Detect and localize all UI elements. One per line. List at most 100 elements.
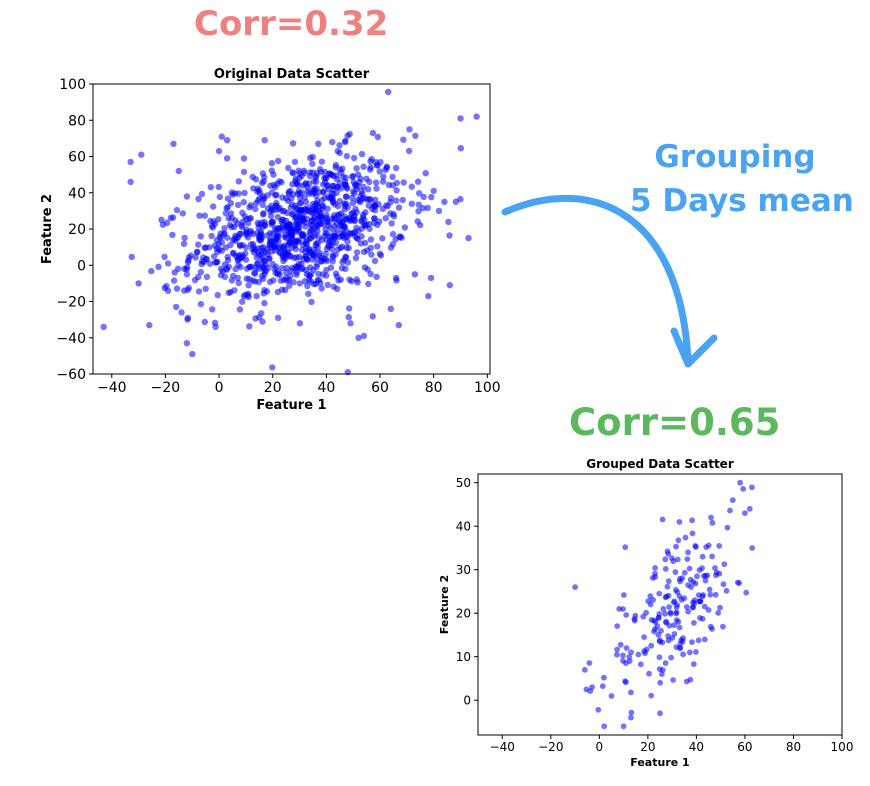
- scatter-point: [318, 158, 326, 165]
- scatter-point: [341, 138, 349, 146]
- scatter-point: [342, 181, 349, 188]
- scatter-point: [617, 641, 624, 648]
- chart-title: Grouped Data Scatter: [586, 457, 734, 471]
- scatter-point: [296, 174, 303, 182]
- scatter-point: [252, 205, 259, 213]
- scatter-point: [646, 670, 652, 677]
- scatter-point: [315, 270, 322, 277]
- scatter-point: [314, 277, 321, 284]
- scatter-point: [694, 573, 700, 580]
- scatter-point: [374, 133, 381, 141]
- y-tick-label: 60: [68, 150, 86, 166]
- scatter-point: [178, 309, 185, 316]
- scatter-point: [197, 268, 204, 276]
- scatter-point: [351, 229, 359, 236]
- y-tick-label: 80: [68, 113, 86, 129]
- scatter-point: [260, 195, 267, 202]
- scatter-point: [628, 709, 635, 716]
- scatter-point: [621, 592, 627, 598]
- y-tick-label: 30: [456, 563, 471, 577]
- scatter-point: [389, 230, 397, 238]
- scatter-point: [288, 267, 295, 274]
- y-tick-label: 100: [59, 77, 86, 93]
- scatter-point: [419, 204, 427, 212]
- scatter-point: [330, 172, 337, 180]
- scatter-point: [737, 479, 743, 486]
- scatter-point: [749, 545, 756, 551]
- scatter-point: [665, 633, 671, 639]
- scatter-point: [283, 221, 291, 228]
- scatter-point: [353, 165, 360, 172]
- grouping-line-2: 5 Days mean: [630, 183, 854, 219]
- scatter-point: [332, 239, 340, 247]
- scatter-point: [237, 255, 244, 262]
- scatter-point: [100, 323, 107, 331]
- scatter-point: [666, 604, 672, 610]
- x-tick-label: −20: [538, 740, 563, 754]
- scatter-point: [336, 197, 343, 205]
- scatter-point: [631, 616, 638, 622]
- scatter-point: [287, 204, 294, 211]
- scatter-point: [332, 161, 340, 169]
- scatter-point: [670, 558, 677, 565]
- scatter-points: [100, 88, 480, 376]
- scatter-point: [184, 258, 192, 266]
- y-tick-label: −20: [56, 295, 86, 311]
- scatter-point: [671, 631, 678, 637]
- scatter-point: [387, 305, 394, 312]
- scatter-point: [691, 620, 697, 626]
- scatter-point: [318, 285, 325, 292]
- scatter-point: [405, 147, 413, 155]
- grouping-line-1: Grouping: [654, 139, 816, 175]
- x-tick-label: 40: [689, 740, 704, 754]
- scatter-point: [222, 210, 229, 217]
- scatter-point: [253, 292, 260, 300]
- scatter-point: [663, 619, 669, 626]
- scatter-point: [709, 519, 716, 526]
- scatter-point: [146, 321, 153, 329]
- y-tick-label: 10: [456, 650, 471, 664]
- scatter-point: [215, 240, 223, 248]
- scatter-point: [662, 610, 668, 617]
- scatter-point: [255, 278, 262, 286]
- scatter-point: [175, 167, 182, 175]
- scatter-point: [309, 169, 316, 176]
- scatter-point: [390, 210, 397, 218]
- x-tick-label: 0: [596, 740, 604, 754]
- scatter-point: [240, 199, 247, 206]
- scatter-point: [382, 215, 389, 222]
- scatter-point: [240, 168, 248, 176]
- scatter-point: [138, 151, 145, 158]
- scatter-point: [330, 234, 338, 241]
- scatter-point: [424, 204, 431, 212]
- scatter-point: [652, 570, 658, 577]
- scatter-point: [258, 233, 265, 241]
- scatter-point: [285, 241, 292, 248]
- x-tick-label: 60: [737, 740, 752, 754]
- scatter-point: [685, 608, 691, 615]
- scatter-point: [657, 679, 664, 686]
- scatter-point: [668, 654, 674, 661]
- scatter-point: [620, 652, 626, 659]
- scatter-point: [346, 130, 353, 138]
- scatter-points: [572, 479, 756, 730]
- scatter-point: [354, 182, 361, 190]
- scatter-point: [222, 244, 229, 251]
- scatter-point: [373, 179, 380, 186]
- scatter-point: [202, 285, 209, 292]
- scatter-point: [357, 175, 364, 182]
- scatter-point: [349, 172, 357, 180]
- scatter-point: [623, 645, 630, 651]
- scatter-point: [692, 580, 699, 587]
- x-axis-label: Feature 1: [256, 398, 326, 413]
- scatter-point: [659, 516, 666, 523]
- scatter-point: [414, 178, 422, 185]
- scatter-point: [221, 225, 228, 232]
- scatter-point: [352, 254, 360, 262]
- scatter-point: [345, 215, 353, 222]
- scatter-point: [316, 188, 323, 196]
- scatter-point: [687, 676, 694, 683]
- scatter-point: [242, 250, 249, 257]
- scatter-point: [671, 598, 678, 605]
- scatter-point: [223, 205, 230, 212]
